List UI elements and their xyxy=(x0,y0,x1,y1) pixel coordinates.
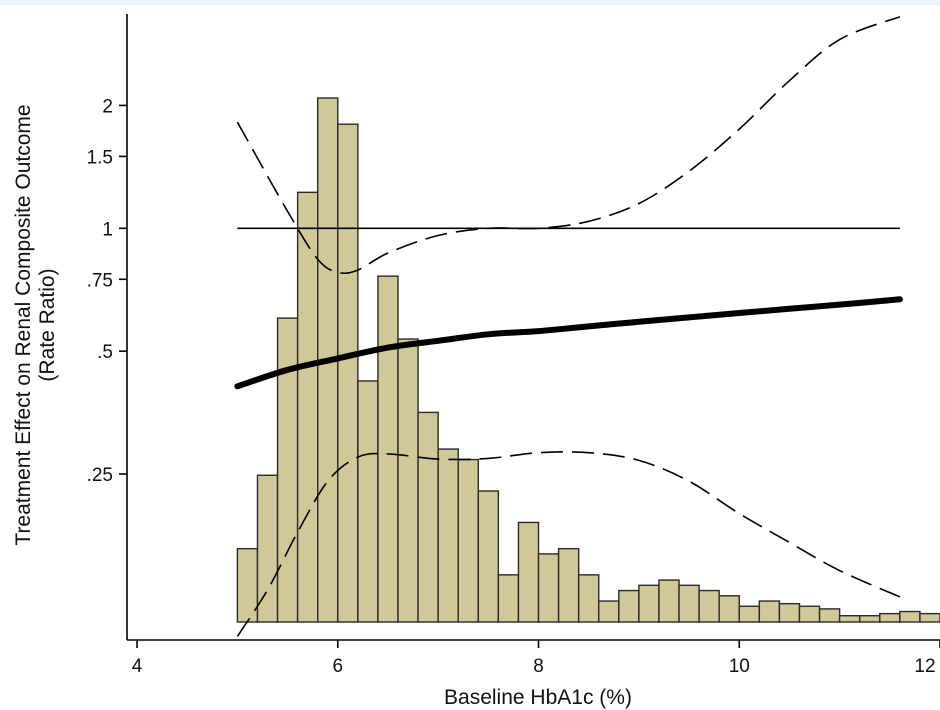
histogram-bar-15 xyxy=(517,521,540,623)
histogram-bar-12 xyxy=(457,458,479,623)
histogram-bar-2 xyxy=(256,474,279,623)
histogram-bar-26 xyxy=(738,605,761,623)
histogram-bar-34 xyxy=(899,610,921,623)
chart-lines xyxy=(234,15,903,637)
histogram-bar-1 xyxy=(236,547,259,623)
histogram-bar-30 xyxy=(818,608,841,623)
y-axis-title: Treatment Effect on Renal Composite Outc… xyxy=(12,104,59,545)
histogram-bar-18 xyxy=(577,574,600,623)
histogram-bar-29 xyxy=(798,605,821,623)
x-tick-label-6: 6 xyxy=(332,656,343,677)
y-axis-title-line1: Treatment Effect on Renal Composite Outc… xyxy=(12,104,35,545)
x-tick-label-12: 12 xyxy=(914,656,935,677)
histogram-bar-16 xyxy=(537,553,560,623)
histogram-bar-25 xyxy=(718,595,740,623)
y-tick-label-.75: .75 xyxy=(87,270,113,291)
series-line-dashed-lower xyxy=(236,451,901,637)
chart-ticks: 4 6 8 10 12 .25 .5 .75 1 1.5 2 xyxy=(87,96,940,677)
histogram-bar-13 xyxy=(477,490,500,623)
x-axis-title: Baseline HbA1c (%) xyxy=(444,686,632,709)
y-tick-label-2: 2 xyxy=(102,96,113,117)
histogram-bar-10 xyxy=(417,411,439,623)
histogram-bar-20 xyxy=(618,589,640,623)
histogram-bar-21 xyxy=(638,584,660,623)
y-tick-label-1.5: 1.5 xyxy=(87,147,113,168)
y-tick-label-1: 1 xyxy=(102,219,113,240)
histogram-bar-22 xyxy=(658,579,680,623)
histogram-bar-19 xyxy=(598,600,620,623)
histogram-bar-4 xyxy=(296,191,319,623)
histogram-bar-27 xyxy=(758,600,781,623)
histogram-bar-31 xyxy=(838,615,861,623)
histogram-bar-28 xyxy=(778,602,801,623)
y-tick-label-.25: .25 xyxy=(87,465,113,486)
histogram-bar-14 xyxy=(497,574,520,623)
histogram-bar-9 xyxy=(397,338,419,623)
histogram-bar-6 xyxy=(337,123,359,623)
histogram-bar-24 xyxy=(698,589,720,623)
histogram-bar-3 xyxy=(276,317,299,623)
chart-axes xyxy=(126,14,940,641)
series-line-thick-solid xyxy=(234,296,903,390)
y-tick-label-.5: .5 xyxy=(97,342,113,363)
x-tick-label-4: 4 xyxy=(132,656,143,677)
histogram-bar-23 xyxy=(678,584,700,623)
x-tick-label-10: 10 xyxy=(729,656,750,677)
histogram-bar-7 xyxy=(357,380,379,623)
histogram-bar-8 xyxy=(377,275,399,623)
histogram-bar-17 xyxy=(557,547,580,623)
histogram-bar-32 xyxy=(859,615,881,623)
x-tick-label-8: 8 xyxy=(533,656,544,677)
y-axis-title-line2: (Rate Ratio) xyxy=(36,268,59,381)
histogram-bar-33 xyxy=(879,612,901,623)
histogram-bar-11 xyxy=(437,448,459,623)
series-line-dashed-upper xyxy=(236,15,901,275)
histogram-bar-35 xyxy=(919,612,940,623)
